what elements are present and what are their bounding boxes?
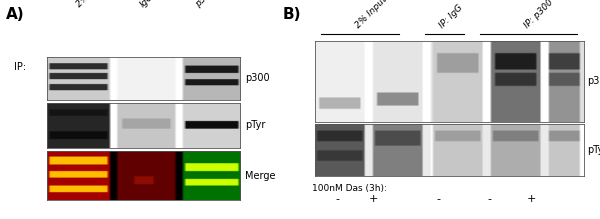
Text: +: + [368, 194, 378, 204]
Text: B): B) [283, 7, 301, 21]
Text: IgG: IgG [138, 0, 155, 9]
Text: p300: p300 [245, 73, 269, 83]
Text: -: - [488, 194, 492, 204]
Text: 2% Input: 2% Input [354, 0, 389, 30]
Text: pTyr: pTyr [587, 145, 600, 155]
Text: 100nM Das (3h):: 100nM Das (3h): [312, 184, 387, 193]
Text: pTyr: pTyr [245, 120, 265, 130]
Text: -: - [335, 194, 340, 204]
Text: A): A) [5, 7, 24, 21]
Text: -: - [436, 194, 440, 204]
Text: p300: p300 [587, 76, 600, 86]
Text: IP: IgG: IP: IgG [438, 3, 465, 30]
Text: IP: p300: IP: p300 [523, 0, 555, 30]
Text: IP:: IP: [14, 62, 26, 72]
Text: p300: p300 [193, 0, 216, 9]
Text: +: + [527, 194, 536, 204]
Text: 2% Input: 2% Input [74, 0, 110, 9]
Text: Merge: Merge [245, 171, 275, 181]
